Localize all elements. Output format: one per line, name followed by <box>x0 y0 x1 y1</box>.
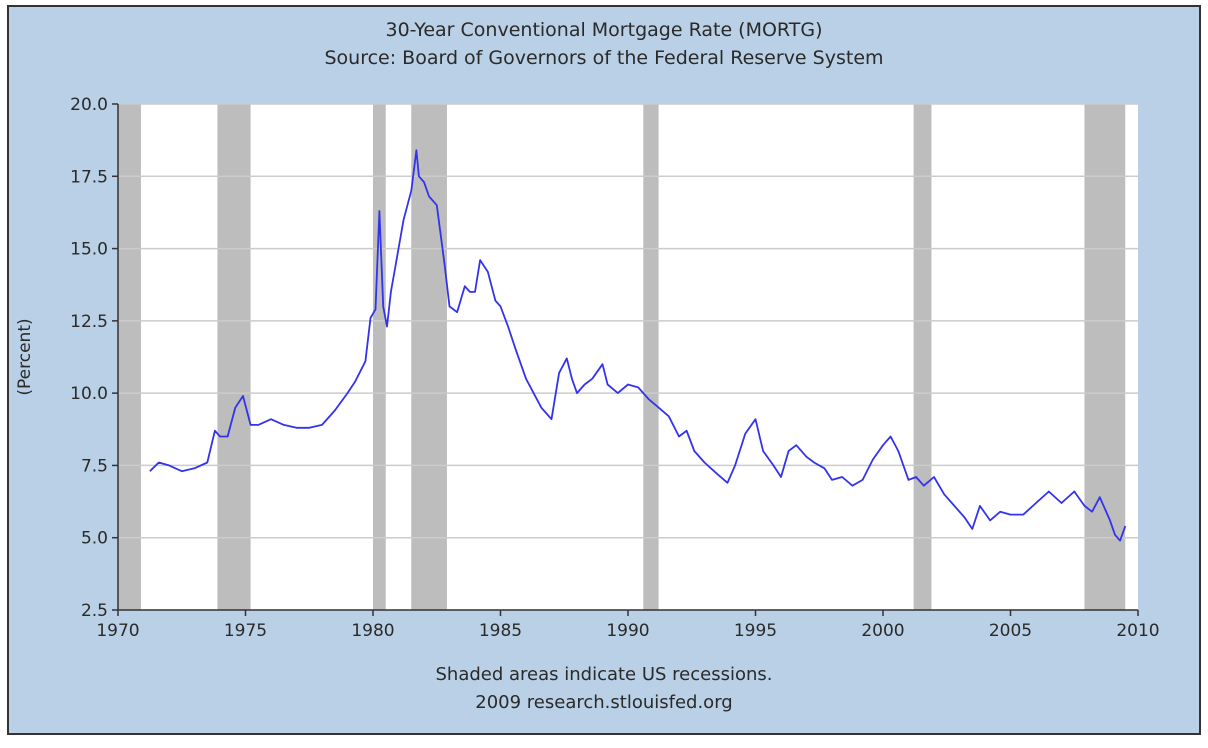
recession-band <box>373 104 386 610</box>
y-tick-label: 17.5 <box>70 167 108 187</box>
recession-band <box>1084 104 1126 610</box>
y-tick-label: 7.5 <box>81 456 108 476</box>
chart-subtitle: Source: Board of Governors of the Federa… <box>324 47 883 69</box>
y-tick-label: 10.0 <box>70 384 108 404</box>
x-tick-label: 1975 <box>224 621 267 641</box>
recession-band <box>643 104 659 610</box>
y-axis-label: (Percent) <box>15 318 35 395</box>
y-tick-label: 15.0 <box>70 240 108 260</box>
y-tick-label: 20.0 <box>70 95 108 115</box>
x-tick-label: 1970 <box>96 621 139 641</box>
y-tick-label: 12.5 <box>70 312 108 332</box>
x-tick-label: 2010 <box>1116 621 1159 641</box>
y-tick-label: 2.5 <box>81 601 108 621</box>
recession-band <box>217 104 251 610</box>
footnote-recessions: Shaded areas indicate US recessions. <box>435 664 772 685</box>
recession-band <box>913 104 932 610</box>
x-tick-label: 2000 <box>861 621 904 641</box>
y-tick-label: 5.0 <box>81 529 108 549</box>
series-line <box>149 149 1127 542</box>
footnote-source: 2009 research.stlouisfed.org <box>475 692 732 713</box>
tick-label-group: 2.5 5.0 7.5 10.0 12.5 15.0 17.5 20.0 1970 1975 198… <box>70 95 1159 641</box>
plot-area <box>118 104 1138 610</box>
axes-group <box>112 103 1139 616</box>
gridlines <box>118 103 1138 539</box>
chart-title: 30-Year Conventional Mortgage Rate (MORT… <box>385 19 822 41</box>
recession-shading-group <box>118 104 1126 610</box>
x-tick-label: 2005 <box>989 621 1032 641</box>
x-tick-label: 1990 <box>606 621 649 641</box>
x-tick-label: 1985 <box>479 621 522 641</box>
recession-band <box>118 104 141 610</box>
x-tick-label: 1995 <box>734 621 777 641</box>
recession-band <box>411 104 447 610</box>
x-tick-label: 1980 <box>351 621 394 641</box>
series-group <box>149 149 1127 542</box>
